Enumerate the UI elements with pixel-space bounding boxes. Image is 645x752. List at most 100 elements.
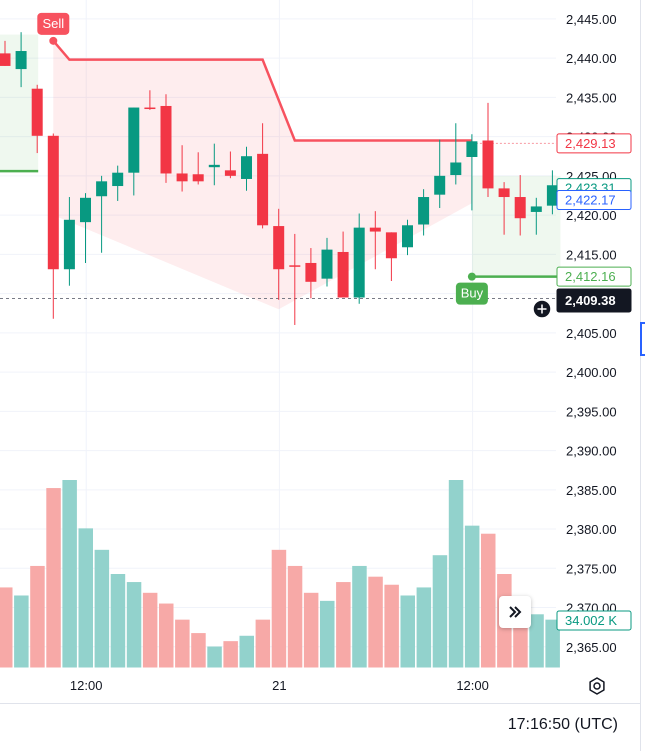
volume-bar: [30, 565, 45, 668]
candle: [15, 32, 27, 88]
volume-bar: [303, 592, 319, 668]
candle-body: [128, 107, 140, 173]
price-chart[interactable]: SellBuy2,445.002,440.002,435.002,430.002…: [0, 0, 640, 703]
candle-body: [144, 107, 156, 110]
candle: [369, 211, 381, 270]
candle-body: [192, 174, 204, 182]
volume-bar: [368, 576, 383, 668]
price-axis-tick: 2,375.00: [566, 561, 617, 576]
volume-bar: [191, 633, 206, 668]
volume-bar: [14, 595, 29, 668]
candle-body: [241, 156, 252, 179]
candle: [160, 94, 172, 183]
candle-body: [482, 140, 494, 189]
price-axis-tick: 2,395.00: [566, 404, 617, 419]
chart-settings-button[interactable]: [586, 675, 608, 697]
candle: [96, 175, 108, 253]
candle: [530, 197, 542, 235]
scroll-to-realtime-button[interactable]: [499, 596, 531, 628]
volume-bar: [175, 619, 190, 668]
price-axis-tick: 2,405.00: [566, 326, 617, 341]
volume-bar: [142, 592, 158, 668]
price-axis-tick: 2,365.00: [566, 640, 617, 655]
candle: [482, 102, 494, 198]
candle-body: [466, 141, 478, 157]
candle-body: [176, 173, 188, 182]
price-axis-tick: 2,415.00: [566, 247, 617, 262]
candle: [498, 182, 510, 235]
price-axis-tick: 2,445.00: [566, 12, 617, 27]
volume-bar: [207, 646, 222, 668]
candle: [63, 197, 75, 286]
time-axis-tick: 12:00: [456, 678, 489, 693]
candle-body: [31, 88, 43, 136]
candle-body: [112, 172, 124, 187]
bottom-toolbar: 17:16:50 (UTC): [0, 703, 640, 752]
candle-body: [498, 188, 510, 198]
candle: [418, 189, 430, 236]
volume-bar: [384, 584, 399, 668]
candle: [466, 134, 478, 211]
candle-body: [418, 197, 430, 225]
candle-body: [96, 181, 108, 197]
price-axis-tick: 2,440.00: [566, 51, 617, 66]
candle-body: [450, 162, 462, 176]
price-tag-label: 2,429.13: [565, 136, 616, 151]
marker-label-box: [455, 282, 488, 305]
candle: [176, 145, 188, 192]
candle-body: [47, 135, 59, 270]
volume-bar: [255, 619, 271, 668]
candle-body: [15, 51, 27, 70]
candle: [241, 146, 252, 191]
price-tag-label: 2,412.16: [565, 269, 616, 284]
candle: [305, 248, 317, 299]
volume-bar: [352, 565, 367, 668]
candle: [208, 143, 220, 186]
add-price-alert-button[interactable]: [531, 298, 553, 320]
candle-body: [369, 227, 381, 232]
candle-body: [208, 164, 220, 168]
volume-bar: [416, 587, 432, 668]
volume-bar: [287, 565, 303, 668]
price-tag-label: 2,409.38: [565, 293, 616, 308]
price-tag-box: [556, 288, 632, 313]
price-tag-box: [556, 133, 632, 154]
price-tag: 2,422.17: [556, 190, 632, 211]
sell-marker: Sell: [37, 12, 70, 45]
candle: [434, 139, 446, 209]
price-axis-tick: 2,435.00: [566, 90, 617, 105]
candle: [514, 175, 526, 236]
volume-bar: [336, 582, 351, 668]
candle-body: [546, 185, 558, 206]
candle: [257, 123, 269, 229]
price-axis-tick: 2,390.00: [566, 444, 617, 459]
price-axis-tick: 2,380.00: [566, 522, 617, 537]
price-tag: 2,429.13: [556, 133, 632, 154]
volume-bar: [320, 600, 335, 668]
price-tag-label: 2,422.17: [565, 193, 616, 208]
volume-bar: [126, 582, 142, 668]
candle-body: [257, 153, 269, 226]
candle-body: [337, 251, 349, 298]
volume-bar: [239, 635, 254, 668]
candle-body: [160, 105, 172, 174]
volume-bar: [94, 549, 110, 668]
candle: [402, 219, 413, 256]
price-tag: 2,412.16: [556, 266, 632, 287]
volume-bar: [400, 595, 415, 668]
volume-tag: 34.002 K: [556, 610, 632, 631]
utc-clock[interactable]: 17:16:50 (UTC): [507, 716, 618, 733]
volume-bar: [78, 528, 93, 668]
candle: [144, 90, 156, 110]
volume-bar: [545, 619, 560, 668]
candle-body: [305, 262, 317, 282]
volume-bar: [223, 641, 238, 668]
candle-body: [514, 197, 526, 219]
plus-circle-icon: [532, 299, 552, 319]
volume-bar: [110, 574, 126, 668]
marker-label: Sell: [42, 16, 64, 31]
candle-body: [434, 175, 446, 195]
candle: [385, 232, 397, 282]
candle-body: [402, 225, 413, 248]
marker-dot: [49, 36, 58, 45]
